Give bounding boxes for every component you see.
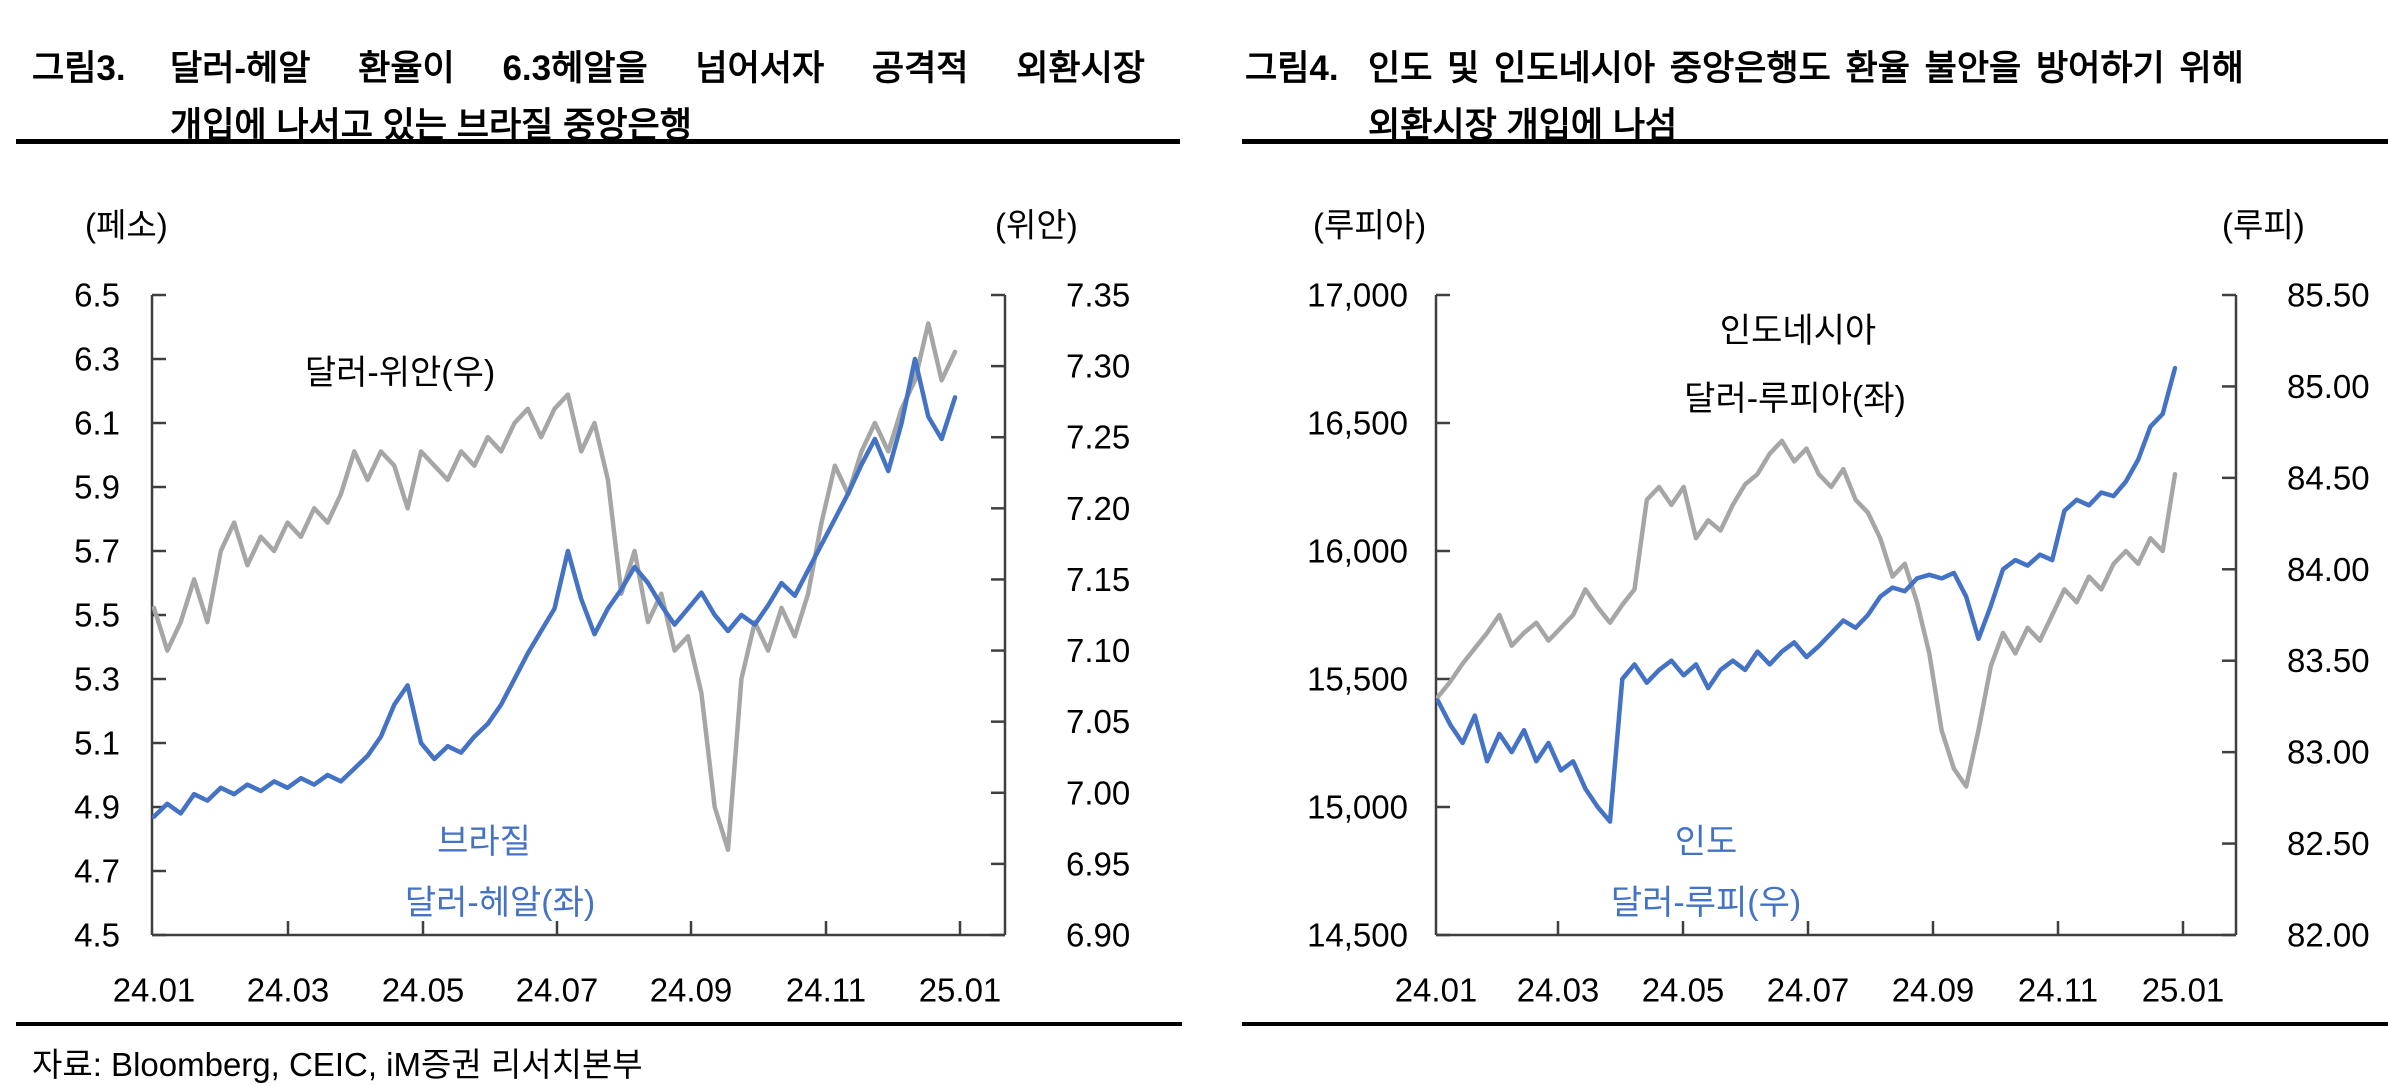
fig3-series-usd-brl-line xyxy=(151,356,958,819)
fig4-y-tick-label-left: 17,000 xyxy=(1307,277,1408,314)
fig3-y-tick-label-right: 7.35 xyxy=(1066,277,1130,314)
figure4-label: 그림4. xyxy=(1245,49,1339,88)
figure4-header-rule xyxy=(1242,139,2388,144)
fig4-y-tick-label-right: 84.00 xyxy=(2287,551,2370,588)
fig3-right-axis-unit: (위안) xyxy=(995,207,1078,244)
fig3-y-tick-label-right: 6.90 xyxy=(1066,917,1130,954)
fig3-annotation-label-usd-brl: 달러-헤알(좌) xyxy=(405,884,595,922)
fig3-x-tick-label: 24.07 xyxy=(516,972,599,1009)
figure3-footer-rule xyxy=(16,1022,1182,1026)
fig3-y-tick-label-left: 4.9 xyxy=(74,789,120,826)
fig3-y-tick-label-left: 5.3 xyxy=(74,661,120,698)
fig4-x-tick-label: 24.01 xyxy=(1395,972,1478,1009)
fig3-y-tick-label-left: 5.7 xyxy=(74,533,120,570)
fig3-y-tick-label-right: 7.05 xyxy=(1066,703,1130,740)
fig3-y-tick-label-left: 4.7 xyxy=(74,853,120,890)
fig3-y-tick-label-right: 6.95 xyxy=(1066,845,1130,882)
fig4-y-tick-label-right: 85.00 xyxy=(2287,368,2370,405)
figure3-title-line2: 개입에 나서고 있는 브라질 중앙은행 xyxy=(170,106,692,145)
fig4-annotation-label-usd-inr: 달러-루피(우) xyxy=(1611,884,1801,922)
fig4-annotation-label-indonesia: 인도네시아 xyxy=(1720,312,1876,350)
fig4-series-usd-idr-line xyxy=(1435,438,2178,789)
fig3-x-tick-label: 24.05 xyxy=(382,972,465,1009)
fig4-x-tick-label: 24.03 xyxy=(1517,972,1600,1009)
figure4-footer-rule xyxy=(1242,1022,2388,1026)
fig4-x-tick-label: 25.01 xyxy=(2142,972,2225,1009)
fig4-y-tick-label-left: 15,500 xyxy=(1307,661,1408,698)
fig4-x-tick-label: 24.11 xyxy=(2018,972,2098,1009)
fig4-y-tick-label-right: 82.50 xyxy=(2287,825,2370,862)
fig4-y-tick-label-right: 83.50 xyxy=(2287,642,2370,679)
fig4-y-tick-label-left: 16,500 xyxy=(1307,405,1408,442)
fig4-y-tick-label-left: 15,000 xyxy=(1307,789,1408,826)
fig4-left-axis-unit: (루피아) xyxy=(1313,207,1426,244)
fig3-y-tick-label-right: 7.20 xyxy=(1066,490,1130,527)
fig3-x-tick-label: 24.03 xyxy=(247,972,330,1009)
fig3-x-tick-label: 25.01 xyxy=(919,972,1002,1009)
fig3-y-tick-label-left: 5.5 xyxy=(74,597,120,634)
figure3-label: 그림3. xyxy=(32,49,126,88)
fig3-annotation-label-usd-cny: 달러-위안(우) xyxy=(305,354,495,392)
fig3-annotation-label-brazil: 브라질 xyxy=(437,823,531,861)
fig4-x-tick-label: 24.05 xyxy=(1642,972,1725,1009)
fig4-y-tick-label-right: 83.00 xyxy=(2287,734,2370,771)
fig3-y-tick-label-left: 5.1 xyxy=(74,725,120,762)
fig3-left-axis-unit: (페소) xyxy=(85,207,168,244)
fig3-y-tick-label-left: 4.5 xyxy=(74,917,120,954)
fig4-series-usd-inr-line xyxy=(1435,365,2178,824)
fig4-annotation-label-india: 인도 xyxy=(1675,823,1738,861)
fig3-y-tick-label-right: 7.30 xyxy=(1066,348,1130,385)
fig3-y-tick-label-left: 6.1 xyxy=(74,405,120,442)
fig3-y-tick-label-right: 7.10 xyxy=(1066,632,1130,669)
fig4-x-tick-label: 24.07 xyxy=(1767,972,1850,1009)
fig3-y-tick-label-left: 5.9 xyxy=(74,469,120,506)
figure4-title-line1: 인도 및 인도네시아 중앙은행도 환율 불안을 방어하기 위해 xyxy=(1368,49,2244,88)
fig3-y-tick-label-right: 7.25 xyxy=(1066,419,1130,456)
figure3-title-line1: 달러-헤알 환율이 6.3헤알을 넘어서자 공격적 외환시장 xyxy=(170,49,1145,88)
figure3-header-rule xyxy=(16,139,1180,144)
fig3-y-tick-label-left: 6.5 xyxy=(74,277,120,314)
fig4-y-tick-label-left: 14,500 xyxy=(1307,917,1408,954)
source-note: 자료: Bloomberg, CEIC, iM증권 리서치본부 xyxy=(32,1046,643,1083)
fig3-x-tick-label: 24.01 xyxy=(113,972,196,1009)
fig3-series-usd-cny-line xyxy=(151,321,958,852)
fig3-x-tick-label: 24.11 xyxy=(786,972,866,1009)
fig4-annotation-label-usd-idr: 달러-루피아(좌) xyxy=(1684,380,1906,418)
fig4-right-axis-unit: (루피) xyxy=(2222,207,2305,244)
fig4-y-tick-label-right: 85.50 xyxy=(2287,277,2370,314)
fig3-y-tick-label-right: 7.15 xyxy=(1066,561,1130,598)
fig4-x-tick-label: 24.09 xyxy=(1892,972,1975,1009)
figure4-title-line2: 외환시장 개입에 나섬 xyxy=(1368,106,1678,145)
fig3-y-tick-label-left: 6.3 xyxy=(74,341,120,378)
fig3-x-tick-label: 24.09 xyxy=(650,972,733,1009)
fig4-y-tick-label-left: 16,000 xyxy=(1307,533,1408,570)
fig4-y-tick-label-right: 84.50 xyxy=(2287,459,2370,496)
fig3-y-tick-label-right: 7.00 xyxy=(1066,774,1130,811)
fig4-y-tick-label-right: 82.00 xyxy=(2287,917,2370,954)
